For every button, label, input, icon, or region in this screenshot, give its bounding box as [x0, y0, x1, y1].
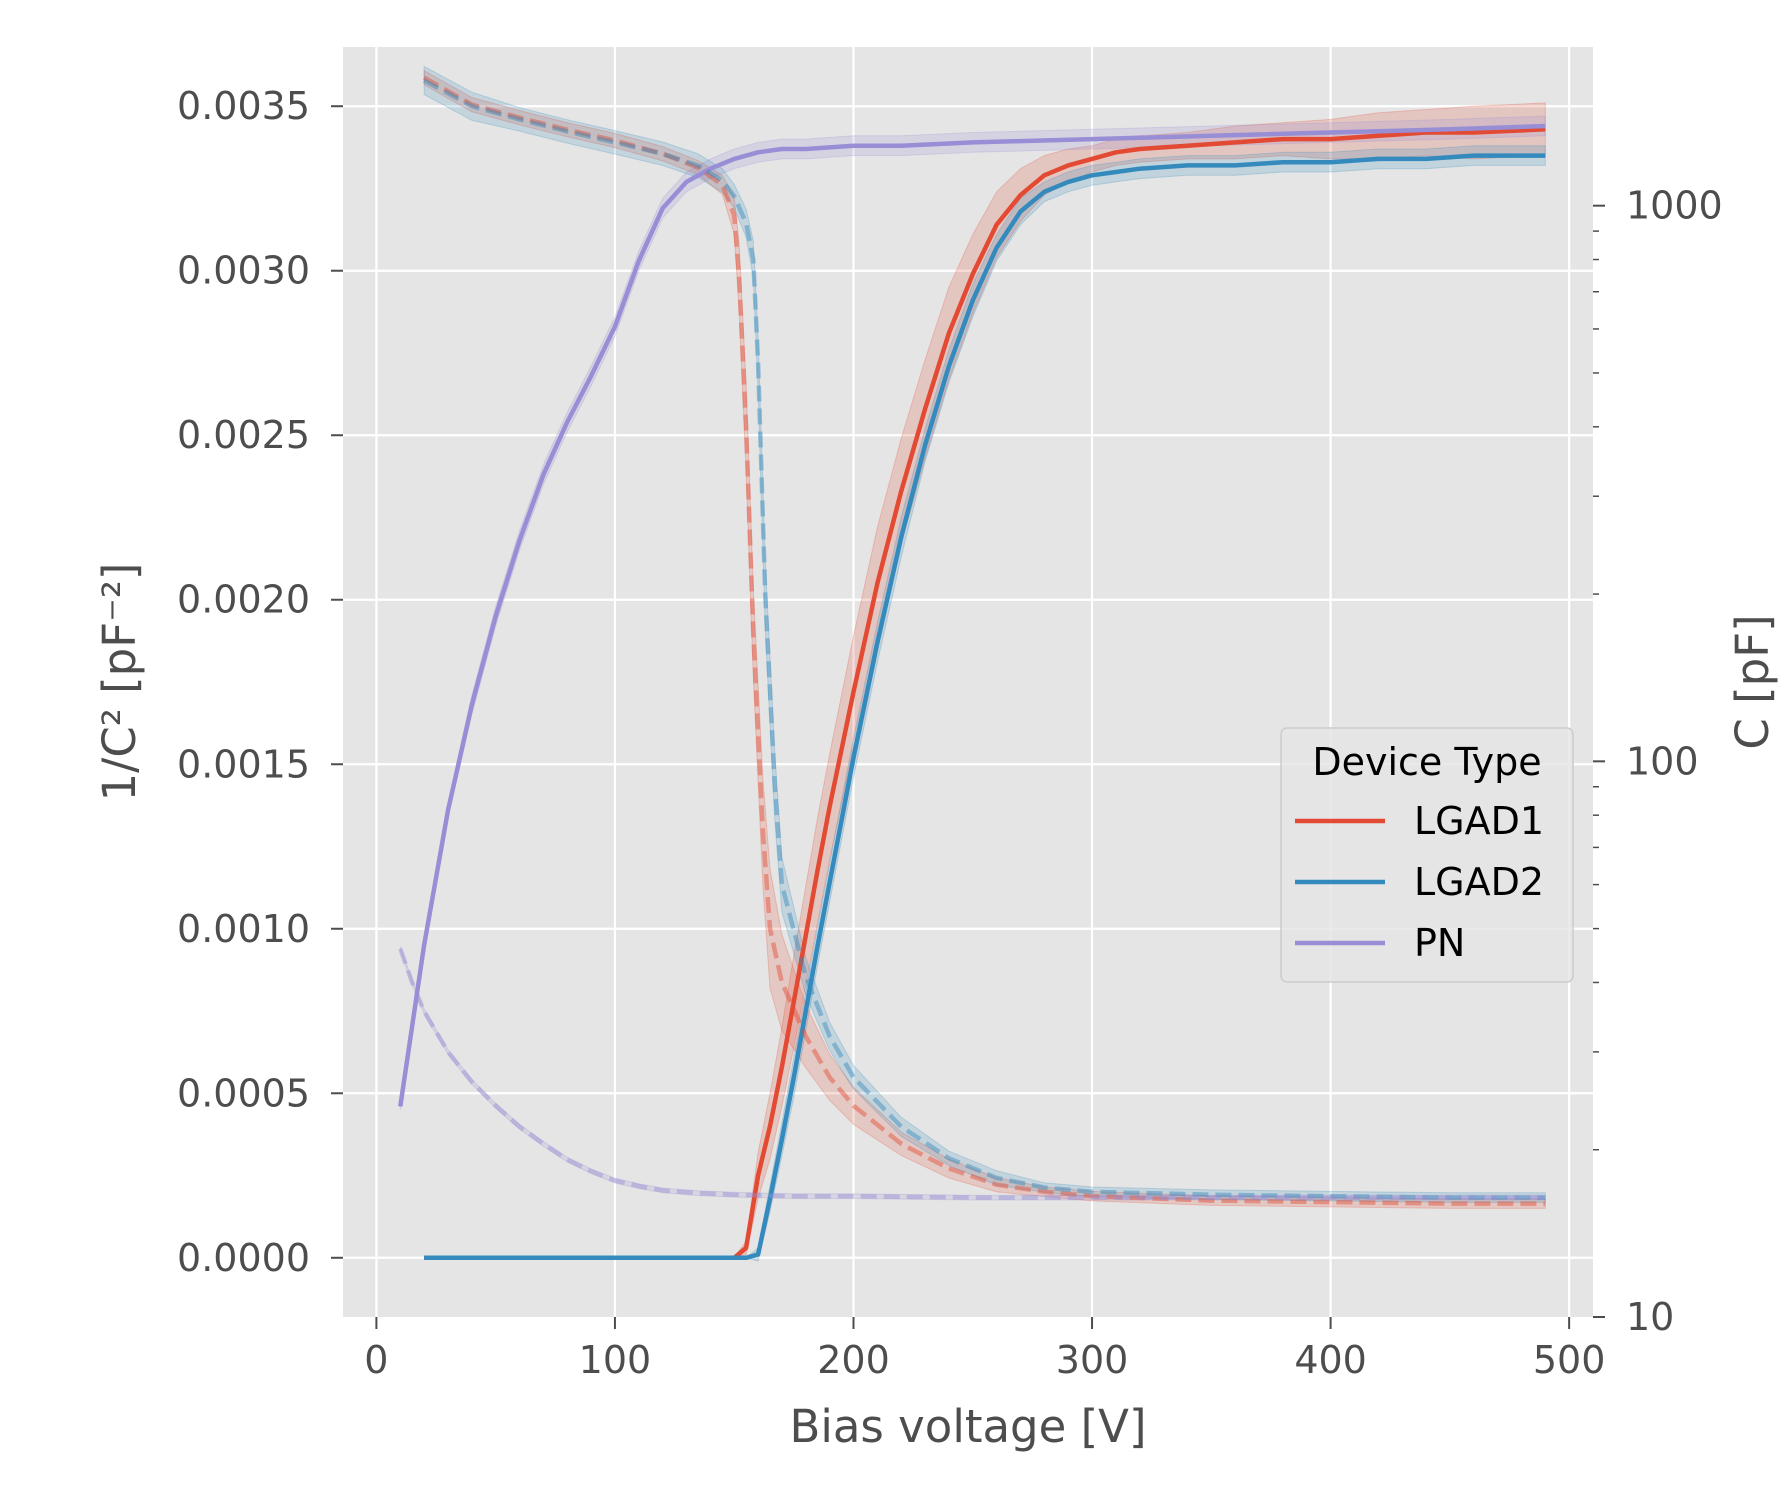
x-tick-label: 200 [817, 1338, 890, 1382]
y-right-tick-label: 1000 [1626, 184, 1723, 228]
y-axis-right: 10 100 1000 [1593, 184, 1723, 1339]
series-line-lgad2-c [423, 78, 1546, 1200]
x-tick-label: 500 [1533, 1338, 1606, 1382]
x-axis-label: Bias voltage [V] [789, 1400, 1146, 1453]
series-line-pn [398, 123, 1546, 1107]
legend-box [1280, 727, 1574, 983]
legend: Device Type LGAD1 LGAD2 PN [1280, 727, 1574, 983]
y-left-tick-label: 0.0030 [177, 249, 310, 293]
x-axis: 0 100 200 300 400 500 [364, 1317, 1605, 1382]
y-left-tick-label: 0.0005 [177, 1071, 310, 1115]
y-left-tick-label: 0.0020 [177, 578, 310, 622]
y-left-tick-label: 0.0035 [177, 84, 310, 128]
y-right-tick-label: 100 [1626, 739, 1699, 783]
series-line-pn-c [398, 947, 1546, 1200]
series-line-lgad2 [424, 153, 1546, 1261]
y-axis-left-label: 1/C² [pF⁻²] [93, 563, 146, 802]
series-line-lgad1 [424, 127, 1546, 1261]
band-lgad2-c [423, 65, 1546, 1203]
x-tick-label: 300 [1056, 1338, 1129, 1382]
y-axis-right-label: C [pF] [1726, 614, 1779, 749]
x-tick-label: 0 [364, 1338, 388, 1382]
grid [343, 47, 1593, 1317]
legend-label-lgad1: LGAD1 [1414, 799, 1544, 843]
legend-label-lgad2: LGAD2 [1414, 860, 1544, 904]
y-left-tick-label: 0.0010 [177, 907, 310, 951]
series-lines [398, 75, 1546, 1261]
band-pn-c [399, 946, 1546, 1201]
y-left-tick-label: 0.0025 [177, 413, 310, 457]
y-left-tick-label: 0.0015 [177, 742, 310, 786]
series-line-lgad1-c [422, 75, 1546, 1206]
y-right-tick-label: 10 [1626, 1295, 1674, 1339]
legend-title: Device Type [1312, 740, 1541, 784]
legend-label-pn: PN [1414, 921, 1465, 965]
y-axis-left: 0.0000 0.0005 0.0010 0.0015 0.0020 0.0025 0.00… [177, 84, 343, 1280]
x-tick-label: 400 [1294, 1338, 1367, 1382]
x-tick-label: 100 [579, 1338, 652, 1382]
band-lgad1-c [423, 69, 1546, 1209]
band-pn [399, 115, 1546, 1110]
y-left-tick-label: 0.0000 [177, 1236, 310, 1280]
plot-background [343, 47, 1593, 1317]
